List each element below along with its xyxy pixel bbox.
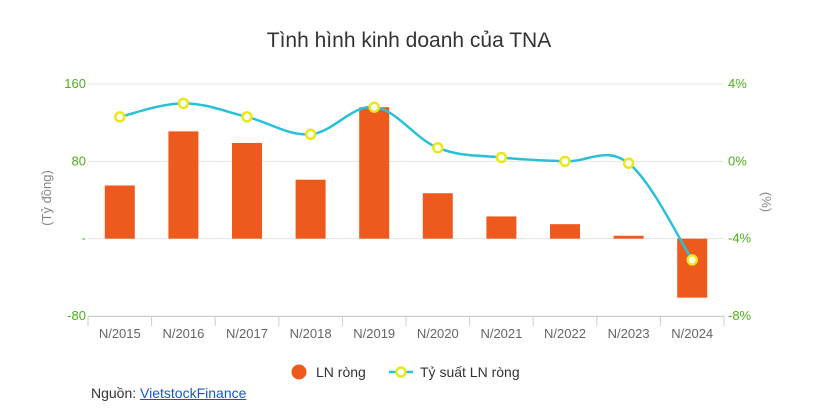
line-point [686, 254, 698, 266]
line-point [368, 101, 380, 113]
x-tick-label: N/2016 [162, 326, 204, 341]
line-point [559, 155, 571, 168]
bar [613, 235, 644, 239]
line-point [177, 97, 190, 110]
legend-bar-marker [291, 364, 307, 380]
line-point [114, 111, 126, 123]
source-line: Nguồn: VietstockFinance [91, 385, 246, 401]
x-axis: N/2015 N/2016 N/2017 N/2018 N/2019 N/2020 N/20… [87, 316, 725, 341]
x-tick-label: N/2020 [417, 326, 459, 341]
margin-line [119, 102, 694, 261]
y-tick-label: -80 [67, 308, 86, 323]
line-point [241, 111, 253, 123]
x-tick-label: N/2019 [353, 326, 395, 341]
bar [677, 238, 708, 298]
y2-tick-label: 0% [728, 153, 747, 168]
bar [232, 142, 262, 239]
y2-tick-label: -8% [728, 308, 752, 323]
bar [104, 185, 135, 239]
x-tick-label: N/2024 [671, 326, 713, 341]
legend-label-ln-rong: LN ròng [316, 364, 366, 380]
line-point [622, 157, 635, 170]
bar [486, 216, 517, 239]
bar-series [104, 107, 708, 298]
source-link[interactable]: VietstockFinance [140, 385, 247, 401]
x-tick-label: N/2017 [226, 326, 268, 341]
y-axis-title: (Tỷ đồng) [39, 170, 54, 226]
y-axis-left: 160 80 - -80 [64, 76, 86, 323]
x-tick-label: N/2022 [544, 326, 586, 341]
legend-point-marker [395, 366, 407, 378]
line-point [304, 128, 317, 141]
legend-item-ty-suat[interactable]: Tỷ suất LN ròng [389, 364, 520, 380]
y2-axis-title: (%) [759, 192, 774, 212]
y-axis-right: 4% 0% -4% -8% [728, 76, 752, 323]
x-tick-label: N/2018 [290, 326, 332, 341]
legend-label-ty-suat: Tỷ suất LN ròng [420, 364, 520, 380]
bar [422, 193, 453, 239]
bar [295, 179, 326, 239]
y-tick-label: 80 [72, 153, 86, 168]
bar [359, 107, 390, 239]
source-label: Nguồn: [91, 385, 137, 401]
line-series [114, 97, 698, 266]
x-tick-label: N/2023 [608, 326, 650, 341]
line-point [432, 142, 444, 154]
y-tick-label: - [82, 231, 86, 246]
legend: LN ròng Tỷ suất LN ròng [291, 364, 520, 380]
line-point [495, 151, 508, 164]
y-tick-label: 160 [64, 76, 86, 91]
x-tick-label: N/2021 [480, 326, 522, 341]
bar [550, 224, 580, 239]
chart-title: Tình hình kinh doanh của TNA [267, 29, 551, 52]
bar [168, 131, 199, 239]
x-tick-label: N/2015 [99, 326, 141, 341]
y2-tick-label: 4% [728, 76, 747, 91]
legend-item-ln-rong[interactable]: LN ròng [291, 364, 366, 380]
y2-tick-label: -4% [728, 231, 752, 246]
